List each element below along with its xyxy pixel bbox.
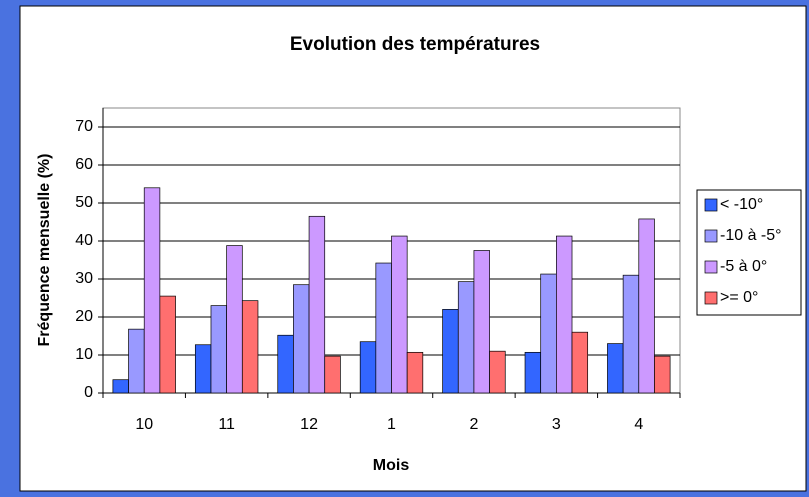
- y-tick-label: 10: [75, 346, 93, 363]
- legend-swatch: [704, 198, 718, 212]
- y-axis-label: Fréquence mensuelle (%): [36, 154, 53, 347]
- bar: [622, 274, 640, 394]
- bar: [489, 350, 506, 394]
- x-tick-label: 11: [218, 416, 235, 433]
- bar: [159, 295, 176, 394]
- legend-swatch: [704, 260, 718, 274]
- y-tick-label: 50: [75, 194, 93, 211]
- x-tick-label: 10: [135, 416, 153, 433]
- y-tick-label: 30: [75, 270, 93, 287]
- x-tick-label: 3: [552, 416, 561, 433]
- bar: [524, 351, 542, 394]
- bar: [556, 235, 573, 394]
- legend-label: >= 0°: [720, 289, 758, 306]
- bar: [359, 341, 377, 394]
- bar: [194, 344, 212, 394]
- bar: [638, 218, 655, 394]
- bar: [277, 334, 294, 394]
- bar: [457, 281, 475, 394]
- bar: [128, 328, 145, 394]
- legend-label: -10 à -5°: [720, 227, 782, 244]
- bar: [375, 262, 392, 394]
- y-tick-label: 40: [75, 232, 93, 249]
- bar: [406, 351, 424, 394]
- bar: [112, 379, 129, 394]
- bar: [293, 284, 310, 394]
- legend-swatch: [704, 229, 718, 243]
- x-tick-label: 2: [469, 416, 478, 433]
- bar: [210, 305, 227, 394]
- bar: [324, 355, 341, 394]
- bar: [473, 250, 490, 394]
- x-tick-label: 12: [300, 416, 318, 433]
- y-tick-label: 70: [75, 118, 93, 135]
- x-tick-label: 4: [634, 416, 643, 433]
- bar: [308, 215, 326, 394]
- bar: [654, 355, 671, 394]
- bar: [391, 235, 408, 394]
- bar: [226, 245, 243, 394]
- legend-swatch: [704, 291, 718, 305]
- bar: [241, 300, 259, 394]
- bar: [143, 187, 161, 394]
- bar: [607, 343, 624, 394]
- legend-label: < -10°: [720, 196, 763, 213]
- x-axis-label: Mois: [373, 457, 410, 474]
- y-tick-label: 20: [75, 308, 93, 325]
- y-tick-label: 0: [84, 384, 93, 401]
- chart-title: Evolution des températures: [290, 34, 540, 55]
- y-tick-label: 60: [75, 156, 93, 173]
- bar: [442, 309, 459, 394]
- legend-label: -5 à 0°: [720, 258, 767, 275]
- bar: [571, 331, 589, 394]
- bar: [540, 273, 557, 394]
- x-tick-label: 1: [387, 416, 396, 433]
